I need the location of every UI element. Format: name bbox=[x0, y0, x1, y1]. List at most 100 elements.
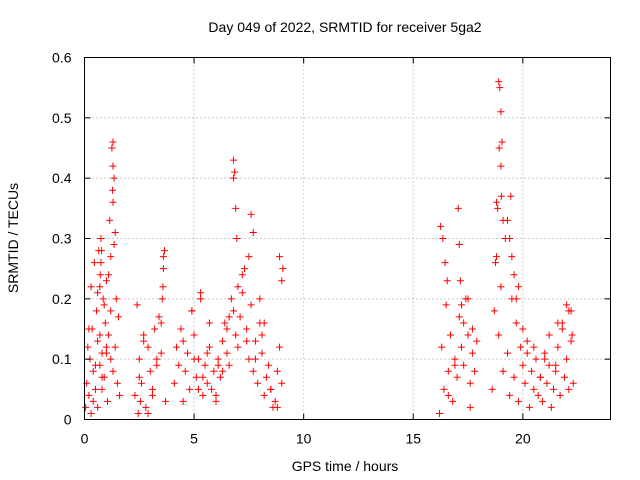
data-point bbox=[558, 325, 566, 333]
data-point bbox=[455, 313, 463, 321]
data-point bbox=[91, 361, 99, 369]
data-point bbox=[199, 373, 207, 381]
data-point bbox=[230, 307, 238, 315]
data-point bbox=[106, 216, 114, 224]
data-point bbox=[107, 307, 115, 315]
data-point bbox=[523, 337, 531, 345]
data-point bbox=[247, 210, 255, 218]
data-point bbox=[234, 283, 242, 291]
data-point bbox=[466, 379, 474, 387]
data-point bbox=[276, 253, 284, 261]
data-point bbox=[243, 337, 251, 345]
data-point bbox=[565, 307, 573, 315]
data-point bbox=[245, 253, 253, 261]
data-point bbox=[177, 325, 185, 333]
data-point bbox=[170, 379, 178, 387]
y-tick-label: 0.3 bbox=[52, 231, 72, 247]
data-point bbox=[240, 265, 248, 273]
data-point bbox=[523, 349, 531, 357]
data-point bbox=[231, 168, 239, 176]
y-tick-label: 0.5 bbox=[52, 110, 72, 126]
data-point bbox=[495, 144, 503, 152]
data-point bbox=[110, 174, 118, 182]
data-point bbox=[102, 349, 110, 357]
data-point bbox=[219, 367, 227, 375]
data-point bbox=[212, 397, 220, 405]
y-tick-label: 0.2 bbox=[52, 291, 72, 307]
data-point bbox=[214, 361, 222, 369]
data-point bbox=[497, 108, 505, 116]
data-point bbox=[260, 391, 268, 399]
data-point bbox=[134, 409, 142, 417]
data-point bbox=[144, 409, 152, 417]
data-point bbox=[85, 325, 93, 333]
data-point bbox=[512, 319, 520, 327]
data-point bbox=[539, 397, 547, 405]
data-point bbox=[109, 162, 117, 170]
data-point bbox=[545, 331, 553, 339]
data-point bbox=[436, 409, 444, 417]
data-point bbox=[133, 301, 141, 309]
data-point bbox=[495, 78, 503, 86]
data-point bbox=[181, 367, 189, 375]
data-point bbox=[214, 355, 222, 363]
data-point bbox=[506, 235, 514, 242]
data-point bbox=[276, 343, 284, 351]
data-point bbox=[457, 301, 465, 309]
data-point bbox=[265, 361, 273, 369]
data-point bbox=[175, 361, 183, 369]
data-point bbox=[159, 283, 167, 291]
data-point bbox=[453, 373, 461, 381]
data-point bbox=[85, 391, 93, 399]
axis-ticks bbox=[84, 57, 611, 420]
x-tick-label: 0 bbox=[81, 431, 89, 447]
data-point bbox=[190, 355, 198, 363]
data-point bbox=[468, 325, 476, 333]
data-point bbox=[102, 343, 110, 351]
data-point bbox=[497, 162, 505, 170]
data-point bbox=[160, 247, 168, 255]
data-point bbox=[473, 337, 481, 345]
data-point bbox=[499, 367, 507, 375]
data-point bbox=[440, 385, 448, 393]
chart-title: Day 049 of 2022, SRMTID for receiver 5ga… bbox=[208, 19, 481, 35]
data-point bbox=[494, 204, 502, 212]
data-point bbox=[238, 271, 246, 279]
data-point bbox=[98, 247, 106, 255]
data-point bbox=[243, 325, 251, 333]
data-point bbox=[517, 343, 525, 351]
data-point bbox=[464, 331, 472, 339]
data-point bbox=[108, 144, 116, 152]
data-point bbox=[131, 391, 139, 399]
data-point bbox=[232, 204, 240, 212]
data-point bbox=[153, 361, 161, 369]
data-point bbox=[203, 379, 211, 387]
y-axis-label: SRMTID / TECUs bbox=[5, 183, 21, 293]
data-point bbox=[444, 367, 452, 375]
data-point bbox=[271, 397, 279, 405]
data-point bbox=[140, 331, 148, 339]
data-point bbox=[199, 391, 207, 399]
data-point bbox=[91, 385, 99, 393]
data-point bbox=[245, 355, 253, 363]
data-point bbox=[184, 349, 192, 357]
data-point bbox=[451, 355, 459, 363]
data-point bbox=[514, 283, 522, 291]
data-point bbox=[530, 385, 538, 393]
data-point bbox=[109, 186, 117, 194]
x-tick-label: 10 bbox=[296, 431, 312, 447]
data-point bbox=[90, 259, 98, 267]
data-point bbox=[521, 379, 529, 387]
data-point bbox=[225, 361, 233, 369]
data-point bbox=[466, 403, 474, 411]
y-tick-label: 0.6 bbox=[52, 50, 72, 66]
data-point bbox=[508, 253, 516, 261]
data-point bbox=[97, 259, 105, 267]
data-point bbox=[258, 349, 266, 357]
data-point bbox=[113, 379, 121, 387]
data-point bbox=[144, 343, 152, 351]
data-point bbox=[82, 403, 90, 411]
data-point bbox=[109, 367, 117, 375]
data-point bbox=[96, 331, 104, 339]
data-point bbox=[179, 397, 187, 405]
